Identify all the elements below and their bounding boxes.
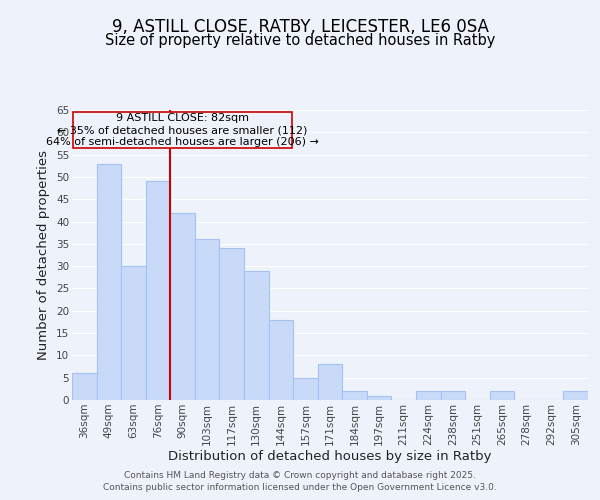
Bar: [416, 391, 440, 400]
Bar: [490, 391, 514, 400]
Bar: [440, 391, 465, 400]
Bar: [367, 396, 391, 400]
Bar: [97, 164, 121, 400]
Bar: [220, 248, 244, 400]
Bar: [72, 373, 97, 400]
Text: 64% of semi-detached houses are larger (206) →: 64% of semi-detached houses are larger (…: [46, 136, 319, 146]
Bar: [293, 378, 318, 400]
Bar: [563, 391, 588, 400]
Text: Contains HM Land Registry data © Crown copyright and database right 2025.
Contai: Contains HM Land Registry data © Crown c…: [103, 471, 497, 492]
Text: ← 35% of detached houses are smaller (112): ← 35% of detached houses are smaller (11…: [58, 125, 308, 135]
Bar: [318, 364, 342, 400]
FancyBboxPatch shape: [73, 112, 292, 148]
Bar: [342, 391, 367, 400]
X-axis label: Distribution of detached houses by size in Ratby: Distribution of detached houses by size …: [168, 450, 492, 464]
Bar: [269, 320, 293, 400]
Bar: [195, 240, 220, 400]
Bar: [121, 266, 146, 400]
Bar: [146, 182, 170, 400]
Text: 9 ASTILL CLOSE: 82sqm: 9 ASTILL CLOSE: 82sqm: [116, 112, 249, 122]
Y-axis label: Number of detached properties: Number of detached properties: [37, 150, 50, 360]
Bar: [244, 270, 269, 400]
Bar: [170, 212, 195, 400]
Text: 9, ASTILL CLOSE, RATBY, LEICESTER, LE6 0SA: 9, ASTILL CLOSE, RATBY, LEICESTER, LE6 0…: [112, 18, 488, 36]
Text: Size of property relative to detached houses in Ratby: Size of property relative to detached ho…: [105, 32, 495, 48]
